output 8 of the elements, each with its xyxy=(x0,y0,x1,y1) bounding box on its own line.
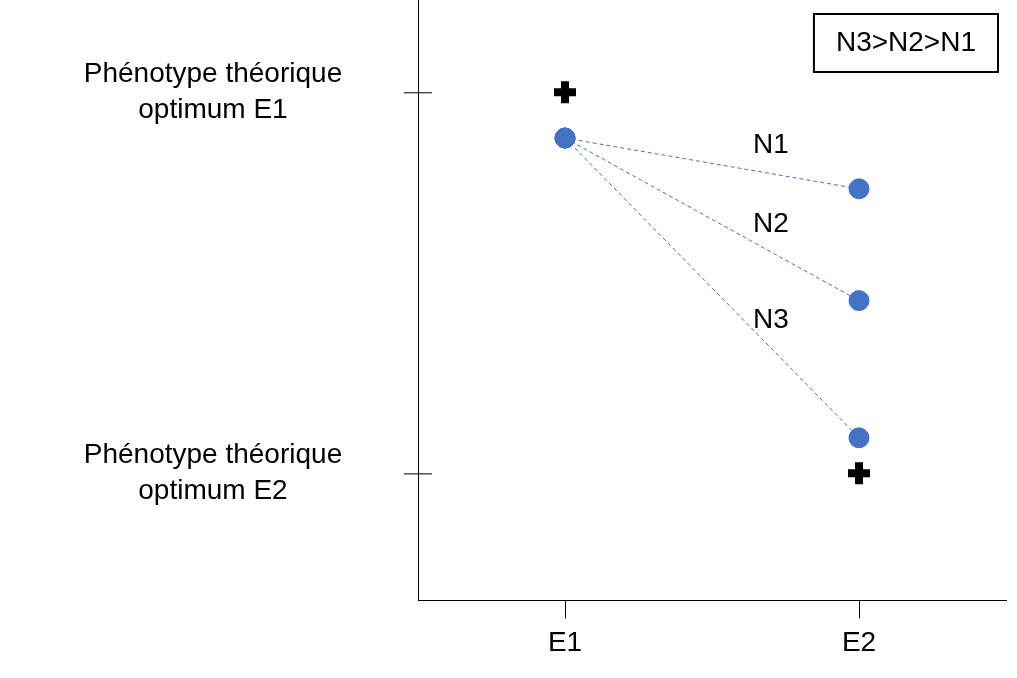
x-tick-label: E1 xyxy=(547,625,583,657)
text: Phénotype théorique optimum E2 xyxy=(83,438,343,506)
series-label: N2 xyxy=(752,206,789,238)
series-label: N3 xyxy=(752,302,789,334)
series-label: N1 xyxy=(752,128,789,160)
text: N3>N2>N1 xyxy=(835,25,977,57)
x-tick-label: E2 xyxy=(841,625,877,657)
text: Phénotype théorique optimum E1 xyxy=(83,57,343,125)
